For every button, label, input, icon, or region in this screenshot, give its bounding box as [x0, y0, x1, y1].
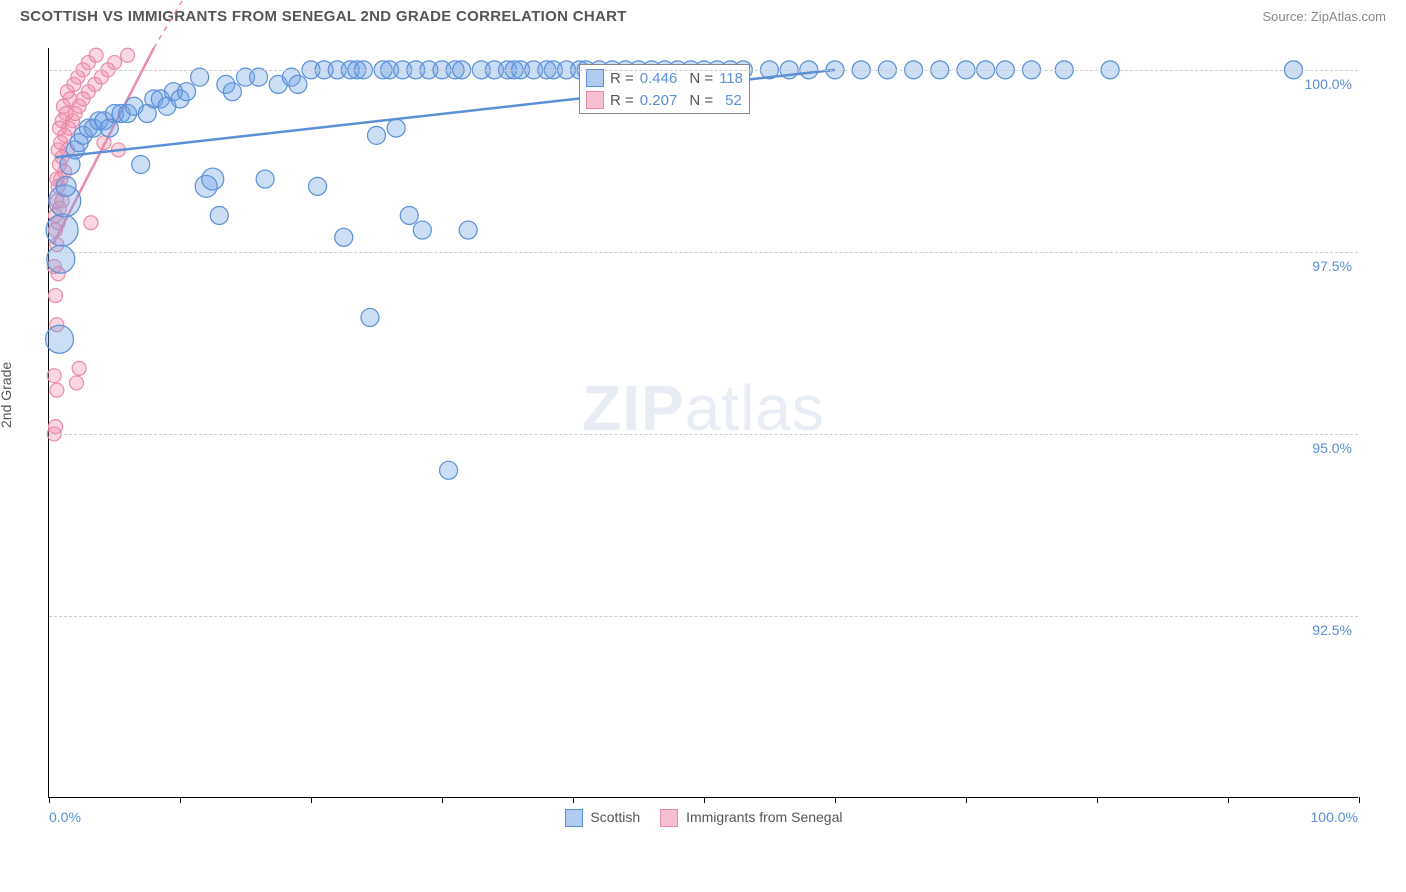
legend-swatch-scottish: [565, 809, 583, 827]
chart-title: SCOTTISH VS IMMIGRANTS FROM SENEGAL 2ND …: [20, 8, 627, 25]
gridline: [49, 616, 1358, 617]
y-axis-label: 2nd Grade: [0, 362, 14, 428]
data-point: [400, 206, 418, 224]
xtick: [1097, 797, 1098, 803]
stats-r-label-scottish: R =: [610, 70, 634, 87]
data-point: [121, 48, 135, 62]
stats-r-value-scottish: 0.446: [640, 70, 678, 87]
data-point: [440, 461, 458, 479]
data-point: [89, 48, 103, 62]
xtick: [704, 797, 705, 803]
ytick-label: 95.0%: [1312, 440, 1352, 456]
chart-source: Source: ZipAtlas.com: [1262, 9, 1386, 24]
data-point: [223, 83, 241, 101]
stats-r-label-senegal: R =: [610, 92, 634, 109]
correlation-stats-box: R = 0.446 N = 118 R = 0.207 N = 52: [579, 64, 750, 114]
xtick: [1228, 797, 1229, 803]
stats-swatch-senegal: [586, 91, 604, 109]
stats-n-label-scottish: N =: [689, 70, 713, 87]
data-point: [56, 176, 76, 196]
data-point: [45, 325, 73, 353]
data-point: [49, 420, 63, 434]
chart-header: SCOTTISH VS IMMIGRANTS FROM SENEGAL 2ND …: [0, 0, 1406, 29]
data-point: [202, 168, 224, 190]
ytick-label: 97.5%: [1312, 258, 1352, 274]
data-point: [361, 308, 379, 326]
data-point: [49, 289, 63, 303]
data-point: [132, 156, 150, 174]
ytick-label: 100.0%: [1305, 76, 1352, 92]
data-point: [289, 75, 307, 93]
chart-plot-area: ZIPatlas R = 0.446 N = 118 R = 0.207 N =…: [48, 48, 1358, 798]
stats-n-value-scottish: 118: [719, 70, 743, 87]
xtick: [966, 797, 967, 803]
data-point: [335, 228, 353, 246]
xtick: [835, 797, 836, 803]
stats-n-value-senegal: 52: [725, 92, 742, 109]
xtick-label-min: 0.0%: [49, 809, 81, 825]
data-point: [108, 56, 122, 70]
xtick: [311, 797, 312, 803]
gridline: [49, 434, 1358, 435]
data-point: [84, 216, 98, 230]
xtick: [180, 797, 181, 803]
scatter-plot-svg: [49, 48, 1358, 797]
ytick-label: 92.5%: [1312, 622, 1352, 638]
legend: Scottish Immigrants from Senegal: [565, 809, 843, 827]
data-point: [47, 245, 75, 273]
legend-item-scottish: Scottish: [565, 809, 641, 827]
stats-r-value-senegal: 0.207: [640, 92, 678, 109]
xtick: [442, 797, 443, 803]
data-point: [368, 126, 386, 144]
legend-label-scottish: Scottish: [590, 809, 640, 825]
data-point: [459, 221, 477, 239]
data-point: [387, 119, 405, 137]
data-point: [256, 170, 274, 188]
stats-n-label-senegal: N =: [689, 92, 713, 109]
data-point: [47, 369, 61, 383]
gridline: [49, 252, 1358, 253]
legend-label-senegal: Immigrants from Senegal: [686, 809, 842, 825]
data-point: [70, 376, 84, 390]
stats-row-senegal: R = 0.207 N = 52: [586, 89, 743, 111]
data-point: [72, 361, 86, 375]
legend-item-senegal: Immigrants from Senegal: [660, 809, 842, 827]
xtick: [1359, 797, 1360, 803]
stats-swatch-scottish: [586, 69, 604, 87]
data-point: [413, 221, 431, 239]
data-point: [210, 206, 228, 224]
legend-swatch-senegal: [660, 809, 678, 827]
data-point: [50, 383, 64, 397]
data-point: [46, 214, 78, 246]
xtick-label-max: 100.0%: [1311, 809, 1358, 825]
xtick: [49, 797, 50, 803]
gridline: [49, 70, 1358, 71]
data-point: [178, 83, 196, 101]
xtick: [573, 797, 574, 803]
data-point: [309, 177, 327, 195]
